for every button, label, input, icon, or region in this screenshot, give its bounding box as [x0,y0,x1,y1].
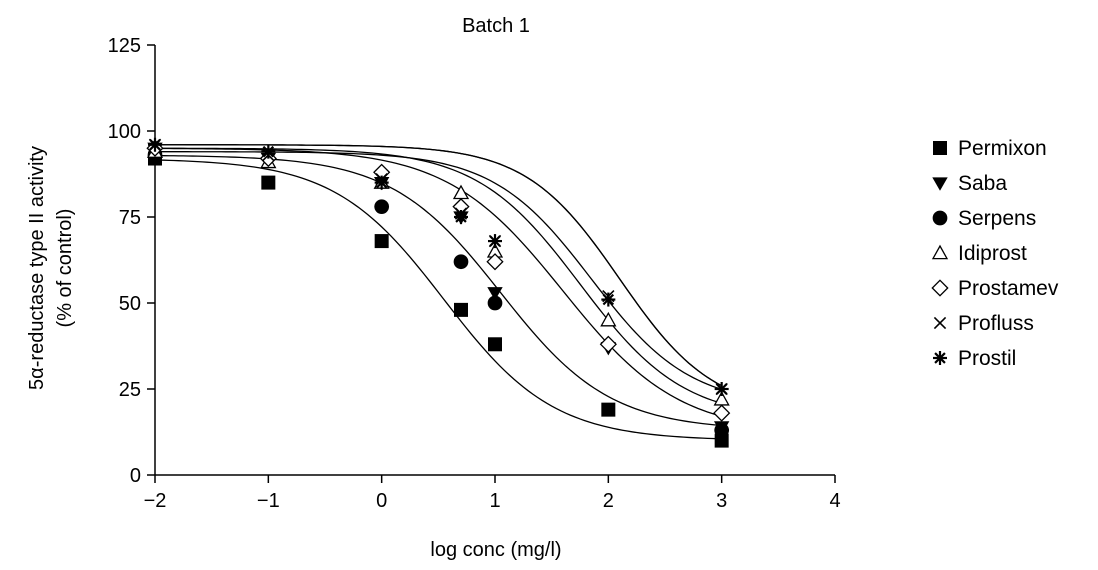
fit-curve-prostil [155,144,722,387]
legend-item-idiprost: Idiprost [931,242,1027,265]
point-permixon [261,175,276,190]
legend-label: Saba [958,172,1007,195]
point-permixon [454,302,468,317]
legend-marker-idiprost [931,244,949,260]
point-permixon [488,337,502,352]
y-tick-label: 100 [108,121,141,143]
legend-label: Serpens [958,207,1036,230]
point-serpens [487,295,503,311]
point-prostil [261,144,276,159]
x-tick-label: 1 [489,490,500,512]
point-idiprost [600,311,617,327]
fit-curve-profluss [155,144,722,387]
legend-marker-permixon [933,141,947,155]
point-prostamev [486,253,504,271]
point-permixon [374,234,389,249]
legend-item-prostil: Prostil [933,347,1016,370]
legend-label: Prostamev [958,277,1059,300]
point-saba [487,287,503,301]
data-points [146,137,731,448]
legend-label: Idiprost [958,242,1027,265]
point-prostil [714,382,729,396]
legend-label: Profluss [958,312,1034,335]
x-axis-label: log conc (mg/l) [430,539,561,561]
x-tick-label: 2 [603,490,614,512]
x-tick-label: 4 [829,490,840,512]
fit-curve-serpens [154,154,722,427]
chart-title: Batch 1 [462,15,530,37]
y-tick-label: 75 [119,207,141,229]
x-tick-label: 3 [716,490,727,512]
y-axis-label-line2: (% of control) [54,209,76,328]
x-tick-label: −2 [144,490,167,512]
fit-curve-idiprost [155,151,722,390]
legend: Permixon Saba Serpens Idiprost Prostamev Prof… [931,137,1059,370]
point-prostil [488,234,502,249]
point-prostil [454,210,468,224]
legend-item-serpens: Serpens [932,207,1036,230]
legend-item-saba: Saba [932,172,1007,195]
legend-label: Permixon [958,137,1047,160]
axes: 0 25 50 75 100 125 −2 −1 0 1 2 3 4 [108,35,841,512]
y-tick-label: 0 [130,465,141,487]
y-axis-label: 5α-reductase type II activity (% of cont… [26,146,76,390]
x-tick-label: −1 [257,490,280,512]
legend-label: Prostil [958,347,1016,370]
point-prostil [374,175,389,190]
legend-marker-prostamev [931,279,949,297]
y-tick-label: 50 [119,293,141,315]
legend-item-profluss: Profluss [933,312,1034,335]
y-axis-label-line1: 5α-reductase type II activity [26,146,48,390]
point-prostamev [599,335,617,353]
fit-curve-saba [154,147,722,418]
point-prostil [601,292,616,307]
fit-curves [154,144,722,440]
y-tick-label: 25 [119,379,141,401]
legend-item-prostamev: Prostamev [931,277,1059,300]
x-tick-label: 0 [376,490,387,512]
point-serpens [374,199,390,215]
point-prostil [148,137,162,152]
legend-marker-serpens [932,210,948,226]
point-serpens [453,254,469,270]
legend-marker-saba [932,177,948,191]
y-tick-label: 125 [108,35,141,57]
point-prostamev [713,404,731,422]
legend-marker-profluss [933,316,947,330]
fit-curve-permixon [154,159,722,440]
legend-item-permixon: Permixon [933,137,1047,160]
point-permixon [601,402,616,417]
point-permixon [714,433,729,448]
point-serpens [714,422,730,438]
fit-curve-prostamev [154,147,722,405]
legend-marker-prostil [933,351,947,365]
